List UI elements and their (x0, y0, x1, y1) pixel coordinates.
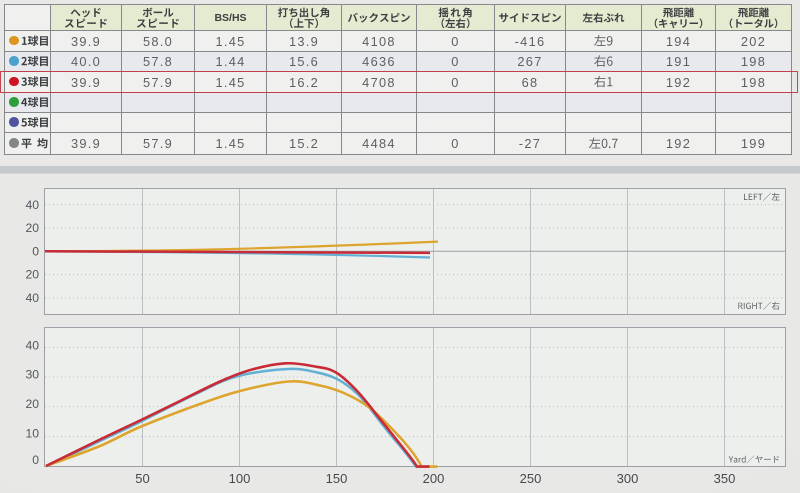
svg-text:10: 10 (25, 427, 39, 441)
svg-text:40: 40 (25, 198, 39, 212)
svg-text:0: 0 (32, 244, 39, 258)
svg-text:150: 150 (326, 471, 348, 486)
svg-text:300: 300 (617, 471, 639, 486)
svg-text:20: 20 (25, 221, 39, 235)
svg-text:100: 100 (229, 471, 251, 486)
svg-text:40: 40 (25, 339, 39, 353)
svg-text:30: 30 (25, 368, 39, 382)
svg-text:40: 40 (25, 291, 39, 305)
svg-text:20: 20 (25, 268, 39, 282)
svg-text:350: 350 (714, 471, 736, 486)
svg-text:250: 250 (520, 471, 542, 486)
svg-text:50: 50 (135, 471, 149, 486)
svg-text:20: 20 (25, 397, 39, 411)
svg-text:200: 200 (423, 471, 445, 486)
svg-text:0: 0 (32, 453, 39, 467)
